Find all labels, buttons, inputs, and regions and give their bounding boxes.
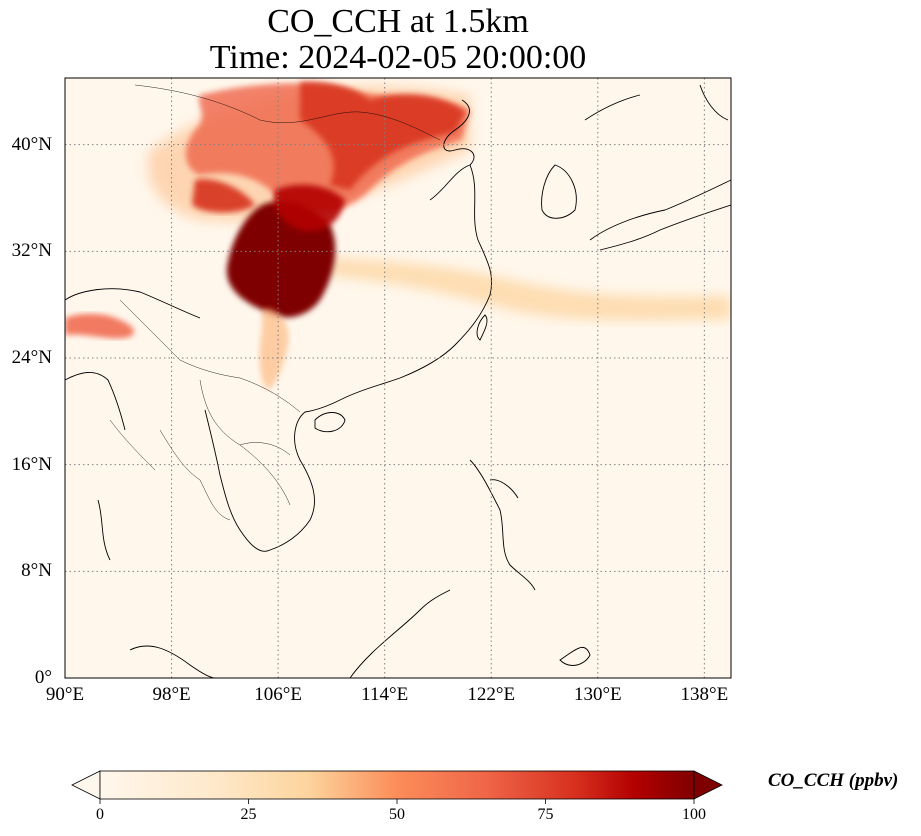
colorbar-tick-label: 50 [389, 806, 405, 823]
colorbar-label: CO_CCH (ppbv) [768, 770, 899, 791]
y-tick-label: 8°N [21, 560, 52, 582]
plume-east-band [330, 258, 731, 321]
x-tick-label: 130°E [573, 684, 622, 705]
map-subtitle-time: Time: 2024-02-05 20:00:00 [209, 39, 587, 76]
y-tick-label: 24°N [11, 347, 52, 368]
colorbar-tick-label: 0 [96, 806, 104, 823]
colorbar-tick-label: 25 [240, 806, 257, 823]
plume-south-tail [259, 309, 289, 390]
co-concentration-field [65, 81, 731, 390]
plume-core-upper [274, 184, 345, 232]
coastlines [65, 84, 731, 678]
x-tick-label: 98°E [152, 684, 191, 705]
colorbar-tick-label: 100 [682, 806, 706, 823]
plume-north-core [300, 81, 465, 190]
x-tick-label: 90°E [45, 684, 85, 705]
plume-west-edge [65, 313, 135, 339]
colorbar-tick-label: 75 [537, 806, 554, 823]
x-tick-label: 114°E [361, 684, 409, 705]
map-frame [64, 77, 732, 679]
colorbar-gradient [99, 770, 695, 800]
colorbar [71, 770, 723, 804]
y-tick-label: 32°N [11, 240, 52, 262]
plume-west-patch [192, 179, 255, 213]
x-tick-label: 122°E [467, 684, 516, 705]
colorbar-extend-high [693, 770, 723, 800]
y-tick-label: 40°N [11, 133, 52, 155]
x-tick-label: 138°E [680, 684, 729, 705]
y-tick-label: 0° [34, 667, 52, 688]
y-tick-label: 16°N [11, 453, 52, 475]
x-tick-label: 106°E [254, 684, 302, 705]
colorbar-extend-low [71, 770, 101, 800]
gridlines [65, 78, 731, 678]
map-title: CO_CCH at 1.5km [267, 3, 529, 40]
country-borders [109, 84, 441, 521]
